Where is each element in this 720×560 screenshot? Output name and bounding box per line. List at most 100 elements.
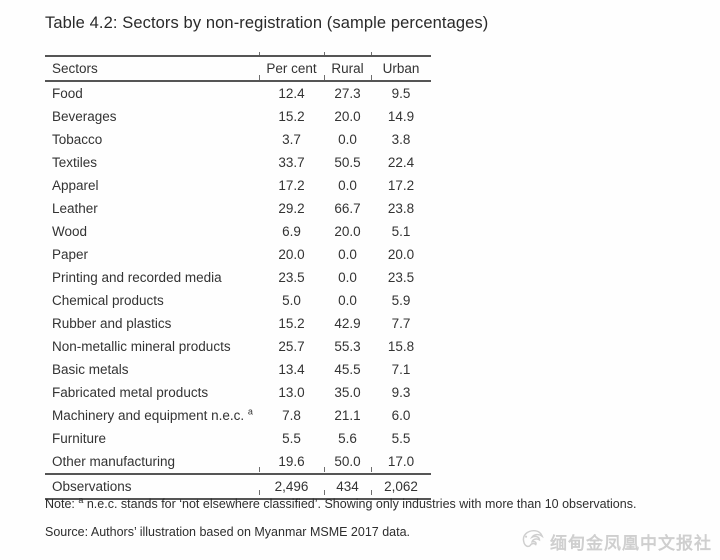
value-cell-rural: 0.0 (338, 178, 357, 193)
phoenix-logo-icon (521, 527, 545, 556)
sector-cell: Chemical products (52, 293, 164, 308)
sector-cell: Tobacco (52, 132, 103, 147)
sector-cell: Apparel (52, 178, 99, 193)
value-cell-rural: 21.1 (334, 408, 361, 423)
table-body: Food 12.4 27.3 9.5 Beverages 15.2 20.0 14.9 Toba… (45, 81, 431, 474)
column-divider-tick (259, 467, 260, 472)
column-divider-tick (371, 467, 372, 472)
sector-cell: Printing and recorded media (52, 270, 222, 285)
sector-cell: Fabricated metal products (52, 385, 209, 400)
table-header: Sectors Per cent Rural Urban (45, 55, 431, 82)
value-cell-urban: 14.9 (387, 109, 415, 124)
value-cell-rural: 0.0 (338, 270, 357, 285)
table-title: Table 4.2: Sectors by non-registration (… (45, 14, 489, 32)
value-cell-rural: 20.0 (334, 109, 361, 124)
table-note: Note: a n.e.c. stands for ‘not elsewhere… (45, 495, 637, 511)
table-row: Chemical products 5.0 0.0 5.9 (45, 289, 431, 312)
observations-rural: 434 (324, 473, 371, 500)
sector-cell: Other manufacturing (52, 454, 176, 469)
value-cell-urban: 6.0 (391, 408, 411, 423)
observations-label: Observations (45, 473, 259, 500)
value-cell-rural: 66.7 (334, 201, 361, 216)
value-cell-urban: 5.5 (391, 431, 411, 446)
value-cell-urban: 23.8 (387, 201, 415, 216)
value-cell-urban: 5.1 (391, 224, 411, 239)
table-row: Non-metallic mineral products 25.7 55.3 15.… (45, 335, 431, 358)
value-cell-per_cent: 12.4 (278, 86, 305, 101)
value-cell-rural: 5.6 (338, 431, 357, 446)
source-line: Source: Authors’ illustration based on M… (45, 525, 411, 539)
value-cell-per_cent: 17.2 (278, 178, 305, 193)
value-cell-urban: 5.9 (391, 293, 411, 308)
sector-cell: Non-metallic mineral products (52, 339, 231, 354)
table-row: Printing and recorded media 23.5 0.0 23.5 (45, 266, 431, 289)
table-row: Food 12.4 27.3 9.5 (45, 81, 431, 105)
column-divider-tick (371, 52, 372, 57)
table-row: Machinery and equipment n.e.c. a 7.8 21.1 6… (45, 404, 431, 427)
column-divider-tick (324, 52, 325, 57)
value-cell-per_cent: 25.7 (278, 339, 305, 354)
column-divider-tick (324, 490, 325, 495)
sector-cell: Basic metals (52, 362, 129, 377)
value-cell-urban: 7.7 (391, 316, 411, 331)
sector-cell: Furniture (52, 431, 107, 446)
value-cell-per_cent: 29.2 (278, 201, 305, 216)
value-cell-per_cent: 13.0 (278, 385, 305, 400)
table-row: Paper 20.0 0.0 20.0 (45, 243, 431, 266)
column-header-sectors: Sectors (45, 55, 259, 82)
sector-cell: Leather (52, 201, 98, 216)
sector-cell: Wood (52, 224, 88, 239)
observations-row: Observations 2,496 434 2,062 (45, 473, 431, 500)
watermark: 缅甸金凤凰中文报社 (521, 527, 712, 556)
column-divider-tick (324, 467, 325, 472)
column-header-urban: Urban (371, 55, 431, 82)
value-cell-rural: 50.0 (334, 454, 361, 469)
column-divider-tick (259, 75, 260, 80)
value-cell-rural: 0.0 (338, 293, 357, 308)
column-divider-tick (371, 490, 372, 495)
note-text: n.e.c. stands for ‘not elsewhere classif… (83, 497, 637, 511)
table-row: Leather 29.2 66.7 23.8 (45, 197, 431, 220)
column-divider-tick (371, 75, 372, 80)
column-divider-tick (324, 75, 325, 80)
value-cell-per_cent: 23.5 (278, 270, 305, 285)
sectors-table: Sectors Per cent Rural Urban Food 12.4 27.… (45, 55, 431, 500)
value-cell-per_cent: 7.8 (282, 408, 301, 423)
observations-percent: 2,496 (259, 473, 324, 500)
sector-cell: Machinery and equipment n.e.c. a (52, 406, 253, 423)
value-cell-urban: 17.2 (387, 178, 415, 193)
table-row: Fabricated metal products 13.0 35.0 9.3 (45, 381, 431, 404)
value-cell-per_cent: 6.9 (282, 224, 301, 239)
table-row: Furniture 5.5 5.6 5.5 (45, 427, 431, 450)
sector-cell: Textiles (52, 155, 98, 170)
sector-cell: Food (52, 86, 83, 101)
sector-cell: Rubber and plastics (52, 316, 172, 331)
value-cell-rural: 50.5 (334, 155, 361, 170)
value-cell-per_cent: 20.0 (278, 247, 305, 262)
value-cell-rural: 0.0 (338, 247, 357, 262)
table-row: Textiles 33.7 50.5 22.4 (45, 151, 431, 174)
value-cell-per_cent: 19.6 (278, 454, 305, 469)
value-cell-urban: 7.1 (391, 362, 411, 377)
table-row: Rubber and plastics 15.2 42.9 7.7 (45, 312, 431, 335)
sector-cell: Paper (52, 247, 89, 262)
value-cell-urban: 23.5 (387, 270, 415, 285)
column-header-rural: Rural (324, 55, 371, 82)
value-cell-per_cent: 3.7 (282, 132, 301, 147)
sector-superscript: a (247, 406, 253, 417)
sector-cell: Beverages (52, 109, 117, 124)
column-header-percent: Per cent (259, 55, 324, 82)
value-cell-rural: 0.0 (338, 132, 357, 147)
table-row: Tobacco 3.7 0.0 3.8 (45, 128, 431, 151)
table-row: Wood 6.9 20.0 5.1 (45, 220, 431, 243)
observations-urban: 2,062 (371, 473, 431, 500)
value-cell-rural: 55.3 (334, 339, 361, 354)
value-cell-rural: 35.0 (334, 385, 361, 400)
column-divider-tick (259, 52, 260, 57)
value-cell-urban: 15.8 (387, 339, 415, 354)
value-cell-per_cent: 5.5 (282, 431, 301, 446)
table-footer: Observations 2,496 434 2,062 (45, 473, 431, 500)
value-cell-per_cent: 5.0 (282, 293, 301, 308)
value-cell-per_cent: 33.7 (278, 155, 305, 170)
header-row: Sectors Per cent Rural Urban (45, 55, 431, 82)
